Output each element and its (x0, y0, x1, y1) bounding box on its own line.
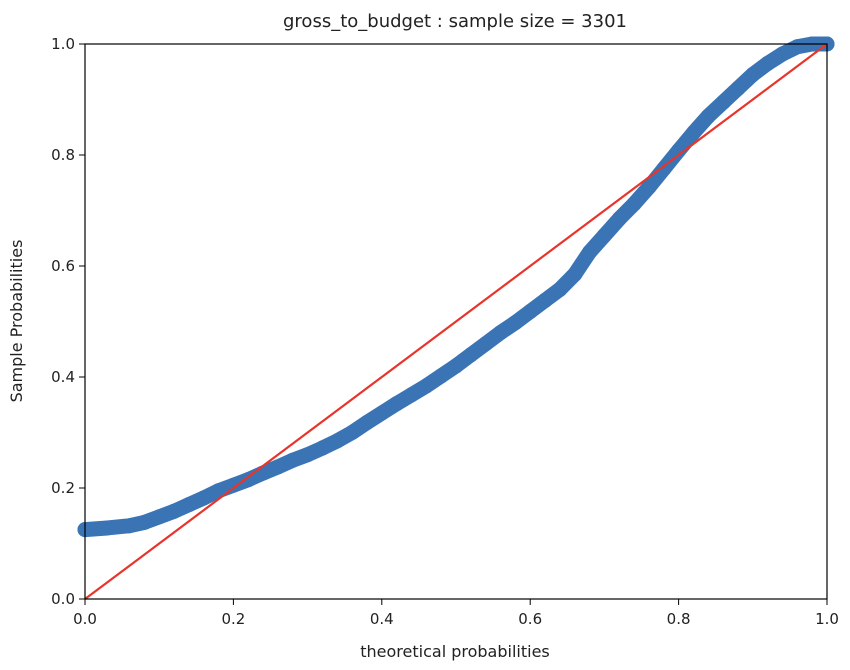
sample-point (760, 55, 776, 71)
sample-point (225, 477, 241, 493)
sample-point (537, 292, 553, 308)
sample-point (344, 425, 360, 440)
sample-point (700, 108, 716, 124)
sample-point (300, 447, 316, 463)
sample-point (122, 518, 138, 534)
sample-point (240, 472, 256, 488)
sample-point (374, 405, 390, 421)
chart-title: gross_to_budget : sample size = 3301 (283, 11, 627, 32)
y-tick-label: 0.4 (51, 368, 75, 386)
sample-point (715, 94, 731, 110)
sample-point (99, 520, 115, 536)
y-tick-label: 0.8 (51, 146, 75, 164)
sample-point (433, 368, 449, 384)
sample-point (285, 452, 301, 468)
y-tick-label: 0.0 (51, 590, 75, 608)
sample-point (463, 347, 479, 363)
sample-point (181, 497, 197, 513)
x-tick-label: 0.4 (370, 610, 394, 628)
sample-point (448, 358, 464, 374)
x-axis-label: theoretical probabilities (360, 642, 550, 661)
sample-point (567, 266, 583, 282)
sample-point (151, 509, 167, 525)
sample-point (403, 387, 419, 403)
sample-point (626, 196, 642, 212)
y-tick-label: 1.0 (51, 35, 75, 53)
sample-point (671, 143, 687, 159)
sample-point (314, 440, 330, 456)
y-tick-label: 0.6 (51, 257, 75, 275)
sample-point (685, 125, 701, 141)
sample-point (255, 465, 271, 481)
sample-point (389, 396, 405, 412)
sample-point (656, 161, 672, 177)
reference-line (84, 43, 828, 600)
sample-point (270, 459, 286, 475)
x-tick-label: 1.0 (815, 610, 839, 628)
sample-point (596, 227, 612, 243)
sample-point (789, 39, 805, 55)
sample-point (166, 503, 182, 519)
sample-point (611, 211, 627, 227)
sample-point (522, 304, 538, 320)
sample-point (582, 244, 598, 260)
sample-point (730, 80, 746, 96)
y-axis-label: Sample Probabilities (7, 240, 26, 403)
plot-frame (84, 43, 828, 600)
sample-point (774, 46, 790, 62)
sample-point (478, 336, 494, 352)
sample-point (493, 325, 509, 341)
sample-point (552, 281, 568, 297)
x-tick-label: 0.2 (221, 610, 245, 628)
plot-area (77, 36, 835, 600)
sample-point (329, 433, 345, 449)
sample-point (196, 490, 212, 506)
sample-point (136, 514, 152, 530)
axes: 0.0 0.2 0.4 0.6 0.8 1.0 0.0 0.2 0.4 0.6 0.8 1.0 (51, 35, 839, 628)
x-tick-label: 0.0 (73, 610, 97, 628)
sample-point (359, 415, 375, 431)
x-tick-label: 0.8 (667, 610, 691, 628)
sample-point (418, 378, 434, 394)
sample-point (507, 315, 523, 331)
x-tick-label: 0.6 (518, 610, 542, 628)
sample-point (745, 67, 761, 83)
sample-point (211, 483, 227, 499)
sample-point (641, 179, 657, 195)
y-tick-label: 0.2 (51, 479, 75, 497)
